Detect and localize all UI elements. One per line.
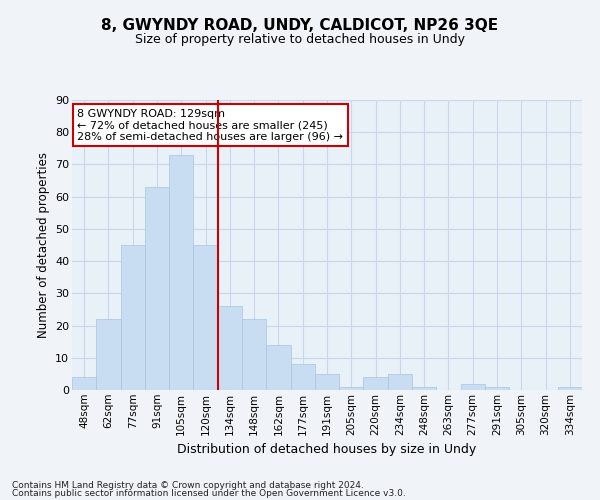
Bar [169,155,193,390]
Bar [145,187,169,390]
Text: 8, GWYNDY ROAD, UNDY, CALDICOT, NP26 3QE: 8, GWYNDY ROAD, UNDY, CALDICOT, NP26 3QE [101,18,499,32]
Bar [266,345,290,390]
Bar [242,319,266,390]
Bar [558,387,582,390]
Text: Contains public sector information licensed under the Open Government Licence v3: Contains public sector information licen… [12,489,406,498]
Bar [193,245,218,390]
Bar [96,319,121,390]
Bar [412,387,436,390]
Bar [461,384,485,390]
Bar [485,387,509,390]
X-axis label: Distribution of detached houses by size in Undy: Distribution of detached houses by size … [178,443,476,456]
Bar [121,245,145,390]
Text: Size of property relative to detached houses in Undy: Size of property relative to detached ho… [135,32,465,46]
Bar [388,374,412,390]
Bar [364,377,388,390]
Bar [290,364,315,390]
Bar [315,374,339,390]
Y-axis label: Number of detached properties: Number of detached properties [37,152,50,338]
Bar [339,387,364,390]
Text: Contains HM Land Registry data © Crown copyright and database right 2024.: Contains HM Land Registry data © Crown c… [12,480,364,490]
Text: 8 GWYNDY ROAD: 129sqm
← 72% of detached houses are smaller (245)
28% of semi-det: 8 GWYNDY ROAD: 129sqm ← 72% of detached … [77,108,343,142]
Bar [72,377,96,390]
Bar [218,306,242,390]
